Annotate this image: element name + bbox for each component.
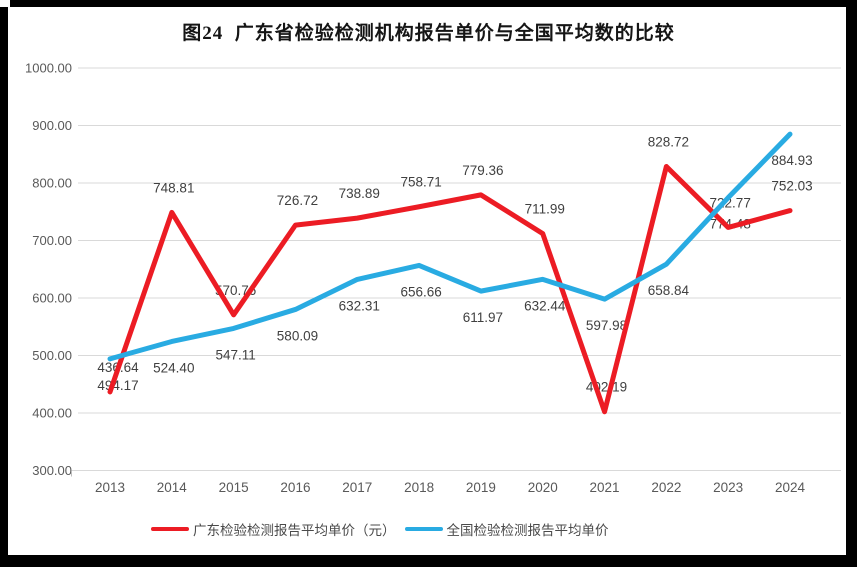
data-label-national: 597.98 (586, 318, 627, 333)
frame-border-top (10, 0, 857, 7)
data-label-guangdong: 779.36 (462, 163, 503, 178)
legend-label-national: 全国检验检测报告平均单价 (446, 523, 609, 538)
legend-label-guangdong: 广东检验检测报告平均单价（元） (193, 523, 396, 538)
data-label-national: 656.66 (400, 284, 441, 299)
x-axis-tick-label: 2022 (651, 480, 681, 495)
data-label-guangdong: 738.89 (339, 186, 380, 201)
x-axis-tick-label: 2021 (590, 480, 620, 495)
frame-border-right (846, 0, 857, 567)
data-label-guangdong: 711.99 (525, 202, 565, 217)
data-label-national: 611.97 (463, 310, 503, 325)
frame-border-left (0, 7, 8, 567)
legend-item-national: 全国检验检测报告平均单价 (404, 519, 609, 539)
data-label-guangdong: 726.72 (277, 193, 318, 208)
x-axis-tick-label: 2019 (466, 480, 496, 495)
x-axis-tick-label: 2018 (404, 480, 434, 495)
data-label-national: 884.93 (771, 153, 812, 168)
data-label-national: 547.11 (215, 347, 255, 362)
x-axis-tick-label: 2015 (219, 480, 249, 495)
legend-item-guangdong: 广东检验检测报告平均单价（元） (151, 519, 396, 539)
legend-swatch-blue-line-icon (404, 526, 443, 532)
data-label-national: 632.31 (339, 298, 380, 313)
data-label-guangdong: 748.81 (153, 180, 194, 195)
x-axis-tick-label: 2017 (342, 480, 372, 495)
x-axis-tick-label: 2013 (95, 480, 125, 495)
data-label-national: 658.84 (648, 283, 690, 298)
series-line-guangdong (107, 163, 793, 415)
y-axis-tick-label: 400.00 (32, 406, 72, 421)
data-label-national: 494.17 (97, 378, 138, 393)
data-label-national: 632.44 (524, 298, 566, 313)
y-axis-tick-label: 1000.00 (25, 61, 72, 76)
y-axis-tick-label: 800.00 (32, 176, 72, 191)
chart-legend: 广东检验检测报告平均单价（元） 全国检验检测报告平均单价 (151, 519, 618, 539)
data-label-national: 580.09 (277, 328, 318, 343)
y-axis-tick-label: 600.00 (32, 291, 72, 306)
data-label-guangdong: 828.72 (648, 134, 689, 149)
data-label-guangdong: 752.03 (771, 179, 812, 194)
y-axis-tick-label: 500.00 (32, 348, 72, 363)
y-axis-tick-label: 900.00 (32, 118, 72, 133)
series-line-national (107, 131, 793, 362)
y-axis-tick-label: 700.00 (32, 233, 72, 248)
x-axis-tick-label: 2014 (157, 480, 188, 495)
chart-title: 图24 广东省检验检测机构报告单价与全国平均数的比较 (182, 23, 675, 44)
data-label-guangdong: 758.71 (400, 175, 441, 190)
y-axis-tick-label: 300.00 (32, 463, 72, 478)
data-label-national: 524.40 (153, 360, 194, 375)
x-axis-tick-label: 2023 (713, 480, 743, 495)
x-axis-tick-label: 2016 (280, 480, 310, 495)
frame-border-bottom (0, 555, 857, 567)
x-axis-tick-label: 2024 (775, 480, 806, 495)
legend-swatch-red-line-icon (151, 526, 189, 532)
x-axis-tick-label: 2020 (528, 480, 558, 495)
